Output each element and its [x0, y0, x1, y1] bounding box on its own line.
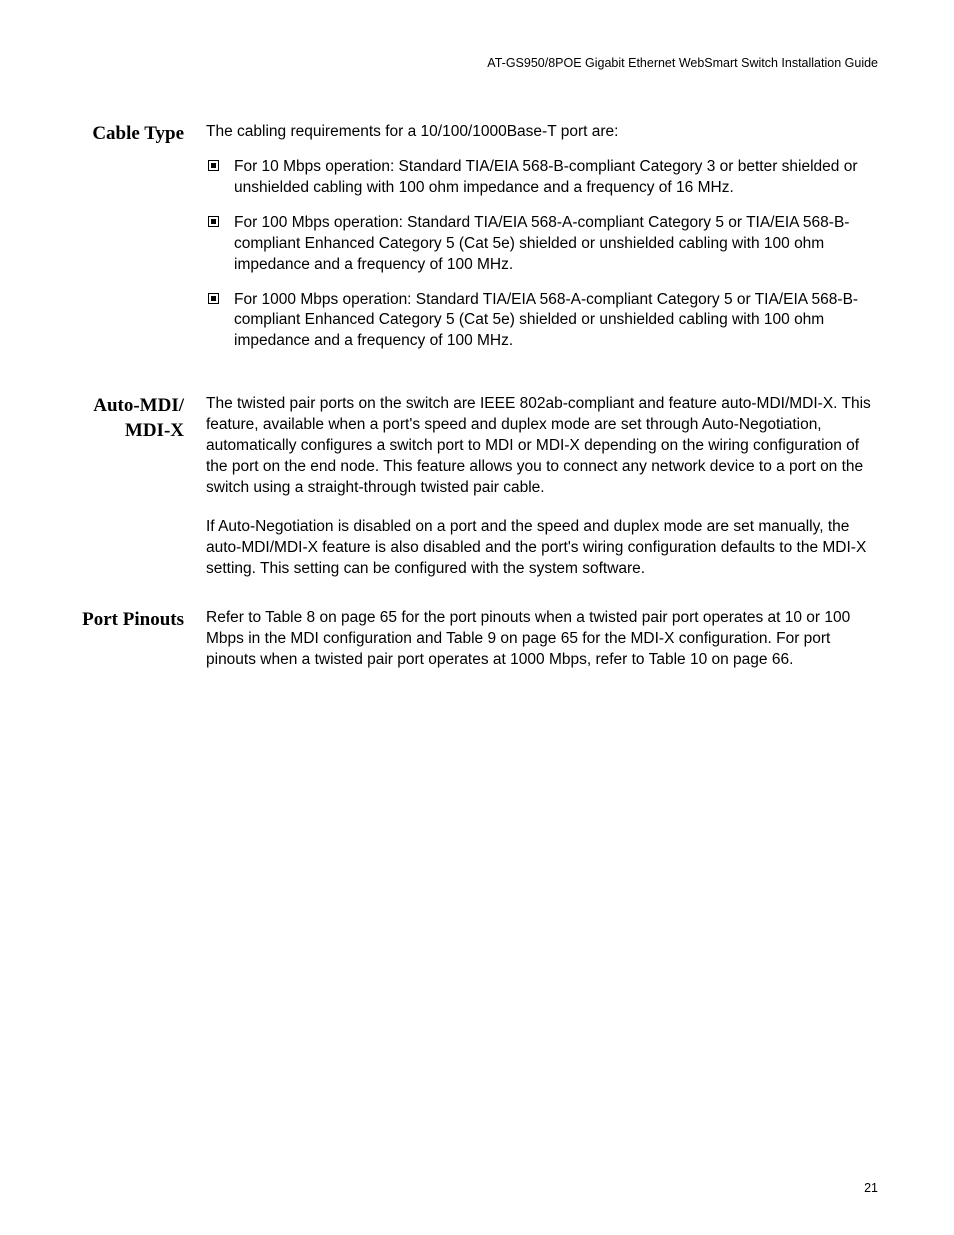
paragraph: Refer to Table 8 on page 65 for the port…	[206, 608, 878, 671]
bullet-item: For 10 Mbps operation: Standard TIA/EIA …	[206, 157, 878, 199]
bullet-item: For 100 Mbps operation: Standard TIA/EIA…	[206, 213, 878, 276]
document-page: AT-GS950/8POE Gigabit Ethernet WebSmart …	[0, 0, 954, 1235]
bullet-square-icon	[208, 160, 219, 171]
body-port-pinouts: Refer to Table 8 on page 65 for the port…	[206, 608, 878, 671]
heading-port-pinouts: Port Pinouts	[76, 608, 206, 633]
section-cable-type: Cable Type The cabling requirements for …	[76, 122, 878, 366]
bullet-list: For 10 Mbps operation: Standard TIA/EIA …	[206, 157, 878, 352]
bullet-square-icon	[208, 216, 219, 227]
page-number: 21	[864, 1181, 878, 1195]
bullet-item: For 1000 Mbps operation: Standard TIA/EI…	[206, 290, 878, 353]
bullet-text: For 1000 Mbps operation: Standard TIA/EI…	[234, 291, 858, 350]
heading-cable-type: Cable Type	[76, 122, 206, 147]
intro-text: The cabling requirements for a 10/100/10…	[206, 122, 878, 143]
bullet-square-icon	[208, 293, 219, 304]
bullet-text: For 10 Mbps operation: Standard TIA/EIA …	[234, 158, 858, 196]
bullet-text: For 100 Mbps operation: Standard TIA/EIA…	[234, 214, 849, 273]
header-title: AT-GS950/8POE Gigabit Ethernet WebSmart …	[487, 56, 878, 70]
section-port-pinouts: Port Pinouts Refer to Table 8 on page 65…	[76, 608, 878, 671]
page-header: AT-GS950/8POE Gigabit Ethernet WebSmart …	[76, 56, 878, 70]
section-auto-mdi: Auto-MDI/ MDI-X The twisted pair ports o…	[76, 394, 878, 579]
heading-auto-mdi: Auto-MDI/ MDI-X	[76, 394, 206, 443]
page-content: Cable Type The cabling requirements for …	[76, 122, 878, 670]
paragraph: The twisted pair ports on the switch are…	[206, 394, 878, 499]
paragraph: If Auto-Negotiation is disabled on a por…	[206, 517, 878, 580]
body-cable-type: The cabling requirements for a 10/100/10…	[206, 122, 878, 366]
body-auto-mdi: The twisted pair ports on the switch are…	[206, 394, 878, 579]
